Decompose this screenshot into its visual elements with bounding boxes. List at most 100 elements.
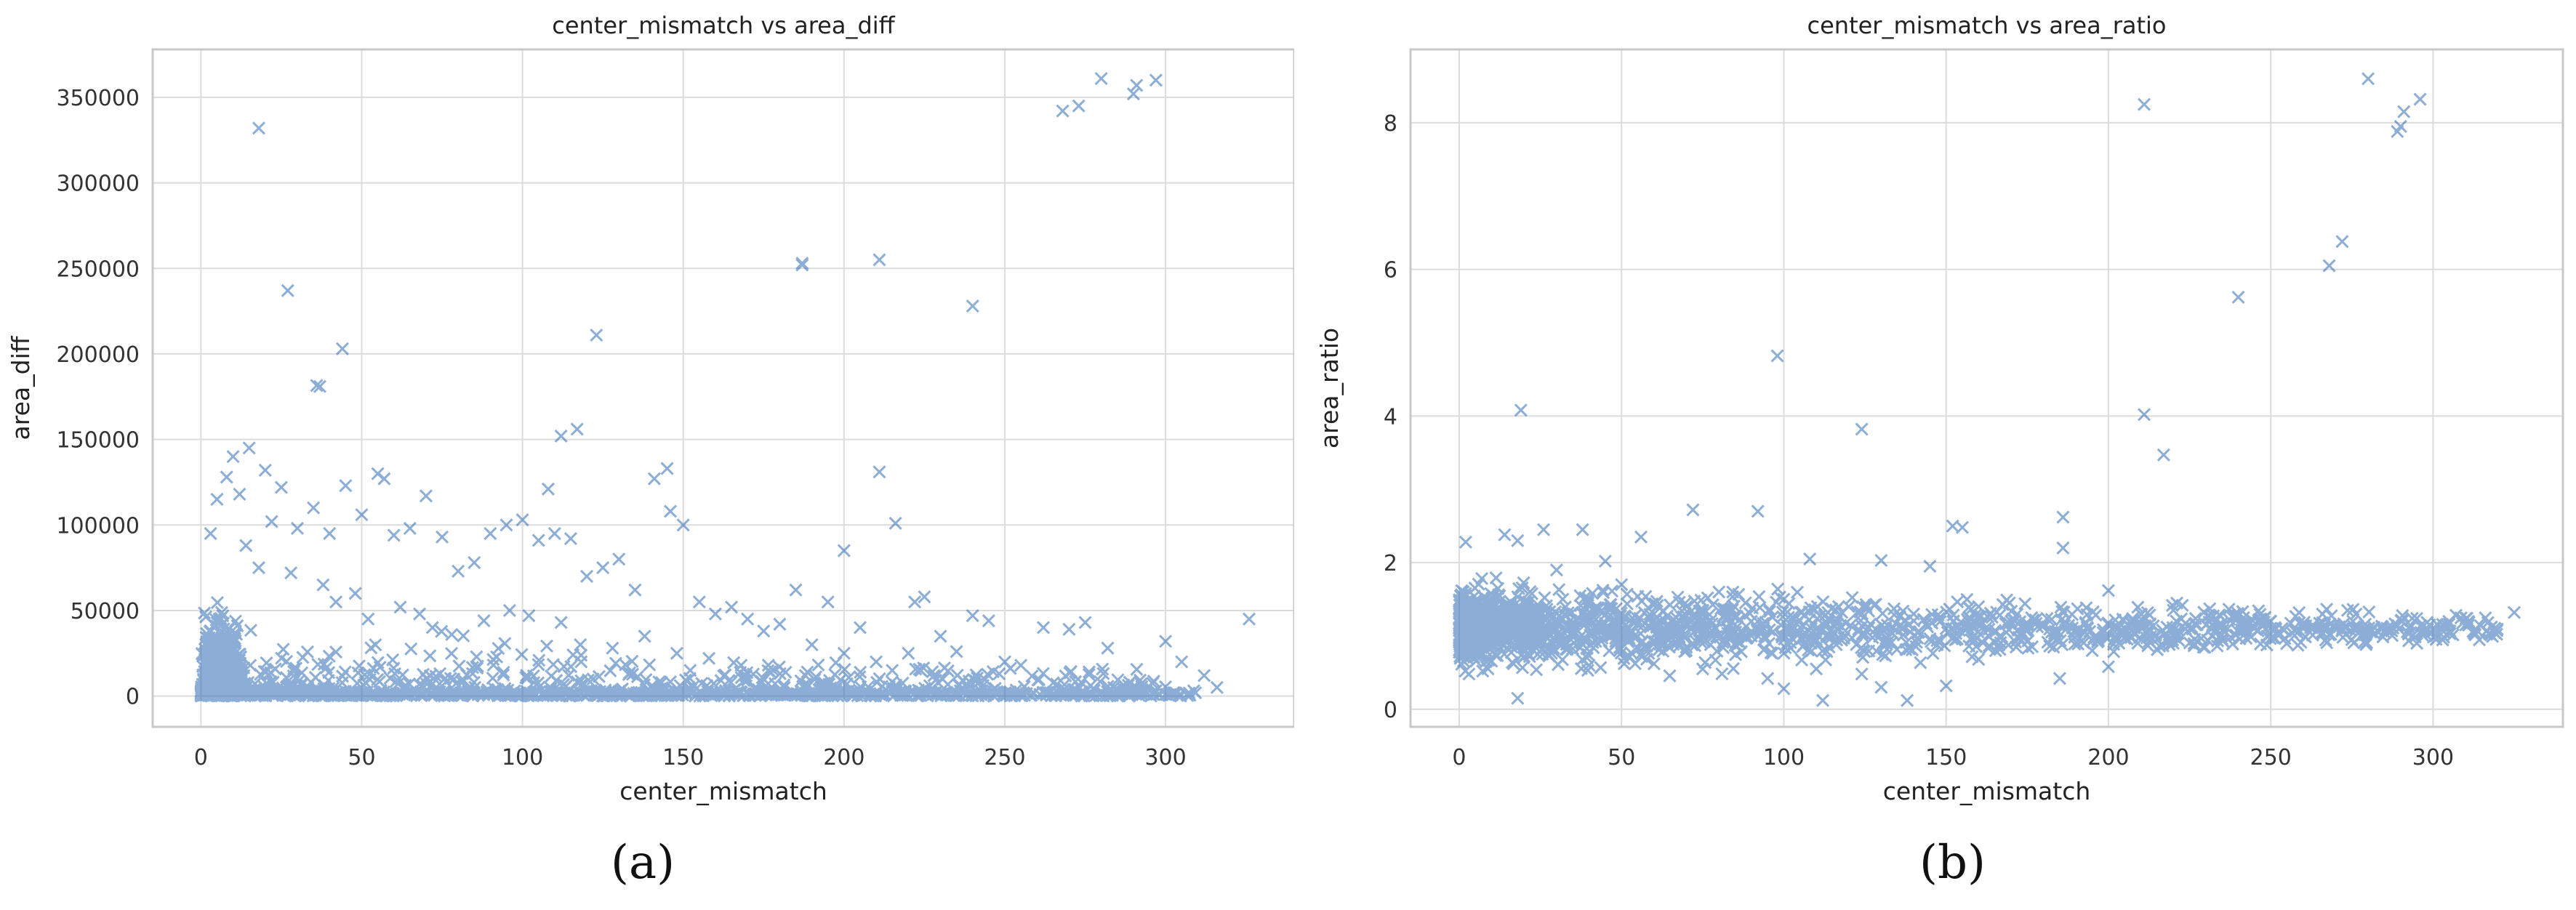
data-point (655, 681, 669, 695)
y-tick-label: 250000 (56, 257, 140, 282)
data-point (329, 595, 343, 609)
data-point (1552, 583, 1566, 597)
data-point (2025, 611, 2039, 625)
data-point (233, 664, 246, 679)
data-point (220, 470, 233, 484)
x-tick-label: 250 (2250, 745, 2292, 770)
data-point (2075, 634, 2089, 648)
data-point (872, 253, 886, 267)
data-point (2215, 619, 2228, 633)
data-point (917, 661, 931, 675)
data-point (814, 677, 828, 690)
data-point (1506, 617, 1520, 631)
y-tick-label: 0 (1384, 698, 1397, 723)
data-point (1036, 621, 1051, 635)
data-point (1701, 591, 1714, 605)
data-point (888, 516, 902, 530)
y-tick-label: 6 (1384, 258, 1397, 283)
data-point (486, 659, 500, 672)
data-point (371, 656, 385, 669)
data-point (352, 659, 366, 673)
data-point (431, 684, 445, 698)
data-point (284, 566, 298, 580)
data-point (1626, 615, 1640, 629)
data-point (217, 616, 230, 630)
data-point (1613, 629, 1627, 643)
data-point (2037, 618, 2050, 632)
data-point (1785, 624, 1799, 637)
data-point (1565, 605, 1579, 619)
data-point (795, 257, 809, 270)
data-point (795, 258, 809, 272)
data-point (1485, 654, 1498, 668)
data-point (2170, 596, 2183, 610)
data-point (2405, 611, 2419, 625)
data-point (1964, 603, 1978, 616)
scatter-chart-area-ratio: 0 50 100 150 200 250 300 0 2 4 6 8 center_mismatch v… (1315, 12, 2564, 805)
data-point (1078, 616, 1092, 629)
data-point (252, 121, 266, 135)
data-point (1831, 600, 1845, 613)
data-point (387, 661, 401, 675)
data-point (574, 677, 589, 691)
data-point (307, 501, 321, 515)
data-point (1706, 629, 1720, 644)
data-point (2009, 640, 2023, 654)
data-point (952, 678, 966, 692)
data-point (1094, 71, 1108, 86)
data-point (1096, 662, 1110, 676)
data-point (2442, 625, 2456, 639)
panel-label-b: (b) (1919, 836, 1986, 890)
data-point (218, 637, 232, 651)
data-point (1560, 637, 1573, 651)
x-tick-label: 200 (2087, 745, 2129, 770)
data-point (371, 672, 385, 686)
data-point (1082, 665, 1096, 679)
data-point (633, 686, 646, 700)
data-point (228, 646, 242, 660)
data-point (1872, 629, 1887, 643)
data-point (1751, 504, 1765, 518)
data-point (2362, 72, 2375, 86)
data-point (1101, 641, 1115, 655)
data-point (724, 600, 739, 614)
y-tick-label: 50000 (71, 599, 140, 624)
data-point (499, 518, 513, 532)
data-point (505, 686, 518, 700)
data-point (777, 678, 791, 692)
data-point (2322, 259, 2336, 273)
data-point (486, 688, 500, 701)
data-point (2101, 660, 2115, 674)
data-point (1556, 592, 1570, 606)
data-point (889, 681, 903, 695)
data-point (1526, 623, 1540, 637)
data-point (2169, 628, 2183, 642)
data-point (317, 657, 331, 671)
data-point (451, 688, 465, 702)
data-point (322, 649, 336, 663)
data-point (198, 610, 213, 624)
data-point (1175, 655, 1189, 669)
data-point (2162, 637, 2176, 651)
data-point (1101, 680, 1115, 693)
data-point (2349, 607, 2363, 621)
data-point (246, 688, 260, 701)
data-point (1803, 552, 1817, 566)
data-point (1795, 653, 1809, 667)
data-point (2292, 605, 2306, 619)
data-point (837, 544, 851, 557)
data-point (371, 688, 385, 702)
data-point (966, 608, 979, 623)
data-point (1163, 688, 1176, 702)
data-point (853, 621, 867, 635)
data-point (2320, 636, 2334, 650)
data-point (1453, 616, 1466, 630)
data-point (727, 656, 741, 669)
data-point (1096, 667, 1110, 680)
data-point (1663, 669, 1677, 682)
data-point (1714, 602, 1728, 616)
data-point (2187, 637, 2201, 651)
data-point (313, 379, 327, 393)
data-point (1770, 349, 1784, 363)
data-point (326, 681, 340, 695)
